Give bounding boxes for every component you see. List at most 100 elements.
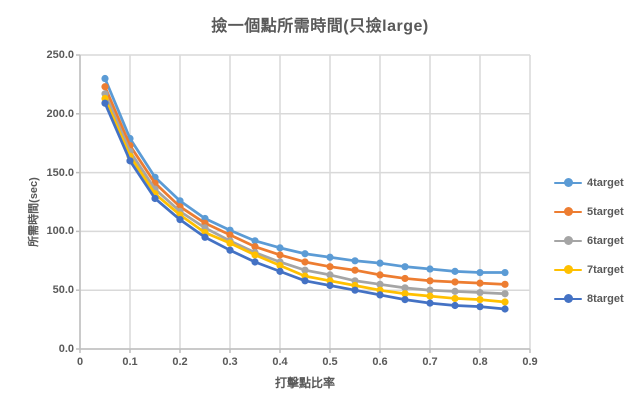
data-point-8target	[151, 194, 159, 203]
data-point-8target	[351, 286, 359, 294]
legend-item-6target[interactable]: 6target	[554, 226, 624, 255]
legend-label: 5target	[587, 205, 624, 218]
data-point-4target	[476, 268, 484, 277]
data-point-8target	[451, 301, 459, 310]
y-tick-label: 0.0	[58, 343, 74, 355]
data-point-5target	[301, 258, 309, 266]
data-point-4target	[276, 244, 284, 252]
data-point-6target	[501, 290, 509, 298]
data-point-4target	[501, 268, 509, 277]
y-tick-label: 150.0	[46, 166, 74, 179]
y-tick-label: 200.0	[46, 107, 74, 120]
legend-label: 4target	[587, 176, 624, 189]
data-point-4target	[301, 250, 309, 258]
data-point-7target	[276, 261, 284, 270]
x-tick-label: 0.5	[322, 356, 338, 368]
data-point-4target	[401, 263, 409, 271]
data-point-7target	[501, 298, 509, 306]
data-point-6target	[401, 284, 409, 292]
data-point-6target	[301, 266, 309, 274]
legend-marker-icon	[554, 265, 582, 274]
data-point-7target	[251, 251, 259, 259]
data-point-8target	[476, 303, 484, 311]
y-tick-label: 250.0	[46, 49, 74, 61]
x-axis-title: 打擊點比率	[274, 376, 335, 390]
legend-dot	[564, 207, 573, 216]
data-point-5target	[476, 279, 484, 287]
series-line-4target	[103, 77, 507, 274]
data-point-8target	[126, 157, 134, 165]
data-point-6target	[426, 286, 434, 294]
x-tick-label: 0.3	[222, 356, 238, 368]
legend-label: 7target	[587, 263, 624, 276]
data-point-8target	[101, 99, 109, 107]
y-tick-label: 100.0	[46, 225, 74, 238]
data-point-7target	[401, 290, 409, 298]
data-point-8target	[326, 281, 334, 290]
data-point-5target	[401, 274, 409, 283]
x-tick-label: 0.7	[422, 356, 438, 368]
data-point-7target	[426, 292, 434, 300]
legend: 4target 5target 6target 7target 8target	[554, 168, 624, 313]
data-point-6target	[476, 288, 484, 297]
legend-dot	[564, 265, 573, 274]
data-point-8target	[176, 216, 184, 224]
data-point-5target	[451, 278, 459, 286]
data-point-5target	[351, 266, 359, 274]
chart-title: 撿一個點所需時間(只撿large)	[211, 18, 429, 35]
data-point-5target	[276, 251, 284, 259]
legend-marker-icon	[554, 294, 582, 303]
data-point-5target	[101, 83, 109, 91]
x-tick-label: 0.1	[122, 356, 138, 368]
legend-item-5target[interactable]: 5target	[554, 197, 624, 226]
legend-marker-icon	[554, 236, 582, 245]
data-point-8target	[401, 296, 409, 304]
data-point-7target	[451, 294, 459, 303]
legend-dot	[564, 178, 573, 187]
legend-marker-icon	[554, 207, 582, 216]
legend-item-7target[interactable]: 7target	[554, 255, 624, 284]
data-point-5target	[226, 231, 234, 239]
data-point-5target	[501, 280, 509, 288]
legend-marker-icon	[554, 178, 582, 187]
legend-label: 6target	[587, 234, 624, 247]
legend-dot	[564, 294, 573, 303]
data-point-8target	[426, 299, 434, 307]
x-tick-label: 0.2	[172, 356, 188, 368]
data-point-4target	[101, 74, 109, 83]
data-point-4target	[251, 237, 259, 245]
data-point-7target	[226, 239, 234, 247]
data-point-8target	[226, 246, 234, 254]
data-point-4target	[451, 267, 459, 275]
data-point-8target	[376, 291, 384, 299]
y-tick-label: 50.0	[52, 284, 74, 297]
data-point-6target	[376, 280, 384, 288]
x-tick-label: 0	[76, 356, 84, 368]
data-point-5target	[376, 271, 384, 279]
data-point-7target	[476, 296, 484, 304]
x-tick-label: 0.9	[522, 356, 538, 368]
data-point-8target	[276, 267, 284, 275]
legend-item-4target[interactable]: 4target	[554, 168, 624, 197]
legend-item-8target[interactable]: 8target	[554, 284, 624, 313]
x-tick-label: 0.8	[472, 356, 488, 368]
legend-dot	[564, 236, 573, 245]
x-tick-label: 0.4	[272, 356, 288, 368]
data-point-6target	[326, 271, 334, 279]
data-point-8target	[301, 277, 309, 285]
data-point-4target	[426, 265, 434, 273]
x-tick-label: 0.6	[372, 356, 388, 368]
data-point-8target	[201, 233, 209, 241]
data-point-8target	[251, 258, 259, 266]
data-point-4target	[326, 253, 334, 261]
data-point-4target	[376, 259, 384, 267]
data-point-5target	[251, 243, 259, 251]
data-point-4target	[351, 257, 359, 265]
data-point-8target	[501, 305, 509, 313]
data-point-6target	[451, 287, 459, 295]
data-point-4target	[176, 197, 184, 205]
data-point-5target	[426, 277, 434, 285]
data-point-5target	[326, 263, 334, 271]
